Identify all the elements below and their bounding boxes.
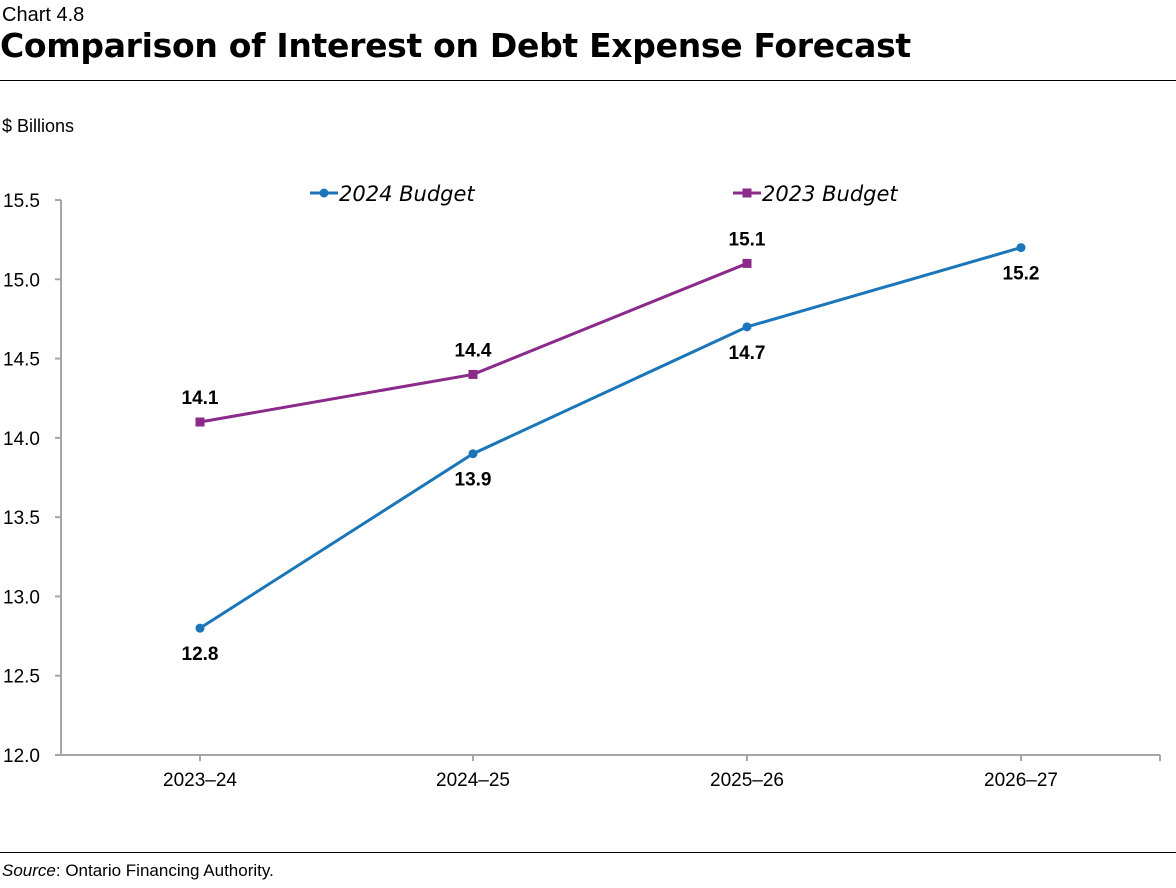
source-note: Source: Ontario Financing Authority. xyxy=(2,861,274,881)
y-tick-label: 12.0 xyxy=(3,746,40,767)
source-label: Source xyxy=(2,861,56,880)
data-label: 14.7 xyxy=(729,343,766,364)
y-tick-label: 15.5 xyxy=(3,191,40,212)
x-tick-label: 2024–25 xyxy=(436,770,510,791)
y-tick-label: 13.0 xyxy=(3,587,40,608)
y-tick-label: 14.0 xyxy=(3,429,40,450)
chart-kicker: Chart 4.8 xyxy=(2,4,85,26)
source-divider xyxy=(0,852,1176,853)
title-divider xyxy=(0,80,1176,81)
y-tick-label: 14.5 xyxy=(3,350,40,371)
data-point xyxy=(468,449,478,459)
data-label: 12.8 xyxy=(182,644,219,665)
y-tick-label: 15.0 xyxy=(3,270,40,291)
data-point xyxy=(742,258,752,268)
source-text: : Ontario Financing Authority. xyxy=(55,861,274,880)
data-point xyxy=(742,322,752,332)
data-point xyxy=(1016,243,1026,253)
x-tick-label: 2023–24 xyxy=(163,770,237,791)
x-tick-label: 2026–27 xyxy=(984,770,1058,791)
legend-marker-circle xyxy=(319,188,329,198)
series-line-2024-budget xyxy=(199,246,1022,630)
data-point xyxy=(468,369,478,379)
data-label: 14.1 xyxy=(182,388,219,409)
legend-label: 2023 Budget xyxy=(762,182,898,206)
chart-title: Comparison of Interest on Debt Expense F… xyxy=(0,26,911,65)
data-label: 13.9 xyxy=(455,470,492,491)
legend-marker-square xyxy=(742,188,752,198)
y-tick-label: 13.5 xyxy=(3,508,40,529)
legend-label: 2024 Budget xyxy=(339,182,475,206)
x-tick-label: 2025–26 xyxy=(710,770,784,791)
data-point xyxy=(195,623,205,633)
y-tick-label: 12.5 xyxy=(3,667,40,688)
data-point xyxy=(195,417,205,427)
data-label: 14.4 xyxy=(455,340,492,361)
data-label: 15.2 xyxy=(1003,264,1040,285)
y-axis-unit-label: $ Billions xyxy=(2,116,75,136)
data-label: 15.1 xyxy=(729,229,766,250)
